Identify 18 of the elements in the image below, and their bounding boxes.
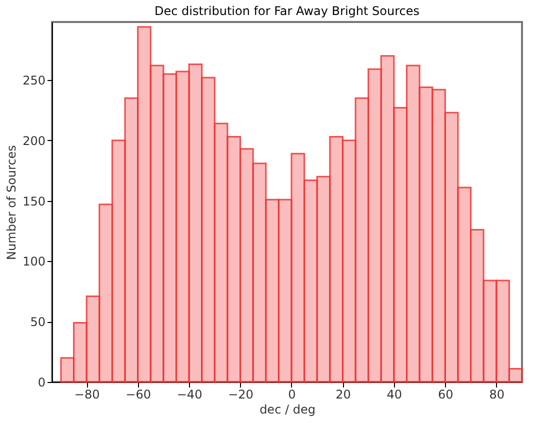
x-tick-label: 0 <box>288 388 296 402</box>
chart-title: Dec distribution for Far Away Bright Sources <box>154 4 420 18</box>
x-tick-label: −20 <box>228 388 254 402</box>
y-tick-label: 0 <box>38 376 46 390</box>
y-tick-label: 200 <box>22 134 46 148</box>
y-axis-title: Number of Sources <box>4 145 19 260</box>
x-tick-label: 60 <box>438 388 454 402</box>
y-tick-label: 250 <box>22 73 46 88</box>
y-tick-label: 100 <box>22 254 46 269</box>
x-tick-label: −80 <box>74 388 100 402</box>
x-tick-label: −60 <box>126 388 151 402</box>
x-tick-label: 40 <box>386 388 402 402</box>
y-tick-label: 50 <box>30 315 46 330</box>
y-tick-label: 150 <box>22 194 46 208</box>
x-tick-label: 80 <box>489 388 505 402</box>
x-tick-label: −40 <box>176 388 202 402</box>
x-tick-label: 20 <box>336 388 351 402</box>
x-axis-title: dec / deg <box>260 402 316 416</box>
